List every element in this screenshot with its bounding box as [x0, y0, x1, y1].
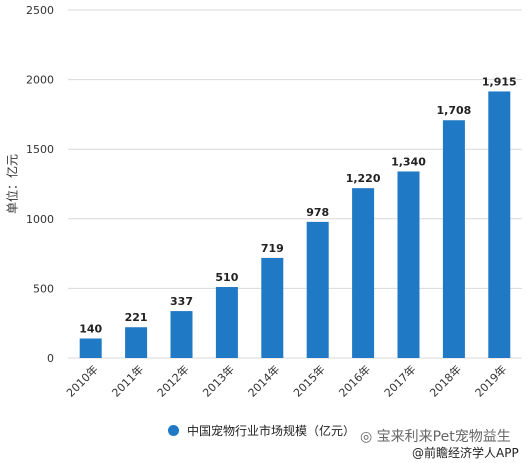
y-axis-label: 单位：亿元: [5, 153, 20, 215]
bar: [215, 287, 238, 358]
bar: [79, 338, 102, 358]
bar: [261, 257, 284, 358]
bar: [397, 171, 420, 358]
bar: [170, 311, 193, 358]
bar: [306, 221, 329, 358]
data-label: 978: [306, 206, 329, 219]
legend-marker: [168, 425, 179, 436]
x-tick-label: 2018年: [427, 362, 464, 399]
y-tick-label: 1500: [26, 143, 54, 156]
legend: 中国宠物行业市场规模（亿元）: [168, 422, 355, 439]
legend-label: 中国宠物行业市场规模（亿元）: [187, 424, 356, 438]
x-tick-label: 2012年: [154, 362, 191, 399]
data-label: 1,915: [482, 75, 517, 88]
x-tick-label: 2014年: [245, 362, 282, 399]
data-label: 1,340: [391, 155, 426, 168]
x-tick-label: 2011年: [109, 362, 146, 399]
x-tick-label: 2017年: [381, 362, 418, 399]
y-tick-label: 1000: [26, 213, 54, 226]
data-label: 1,220: [346, 172, 381, 185]
wechat-icon: ◎: [360, 429, 373, 445]
watermark-wechat-text: 宝来利来Pet宠物益生: [376, 429, 511, 445]
bar-chart: 0 500 1000 1500 2000 2500 140 2010年 221 2011年 337 2…: [26, 4, 522, 400]
bar: [488, 91, 511, 358]
watermark-source: @前瞻经济学人APP: [412, 446, 519, 460]
bar: [125, 327, 148, 358]
data-label: 221: [125, 311, 148, 324]
watermark-wechat: ◎ 宝来利来Pet宠物益生: [360, 426, 511, 446]
x-tick-label: 2013年: [200, 362, 237, 399]
bar: [352, 188, 375, 358]
x-tick-label: 2016年: [336, 362, 373, 399]
y-tick-label: 2500: [26, 4, 54, 17]
x-tick-label: 2015年: [290, 362, 327, 399]
bar: [442, 120, 465, 358]
y-tick-label: 2000: [26, 74, 54, 87]
x-tick-label: 2019年: [472, 362, 509, 399]
y-tick-label: 500: [33, 282, 54, 295]
y-tick-label: 0: [47, 352, 54, 365]
x-tick-label: 2010年: [63, 362, 100, 399]
data-label: 510: [215, 271, 238, 284]
data-label: 337: [170, 295, 193, 308]
data-label: 140: [79, 323, 102, 336]
data-label: 1,708: [437, 104, 472, 117]
data-label: 719: [261, 242, 284, 255]
